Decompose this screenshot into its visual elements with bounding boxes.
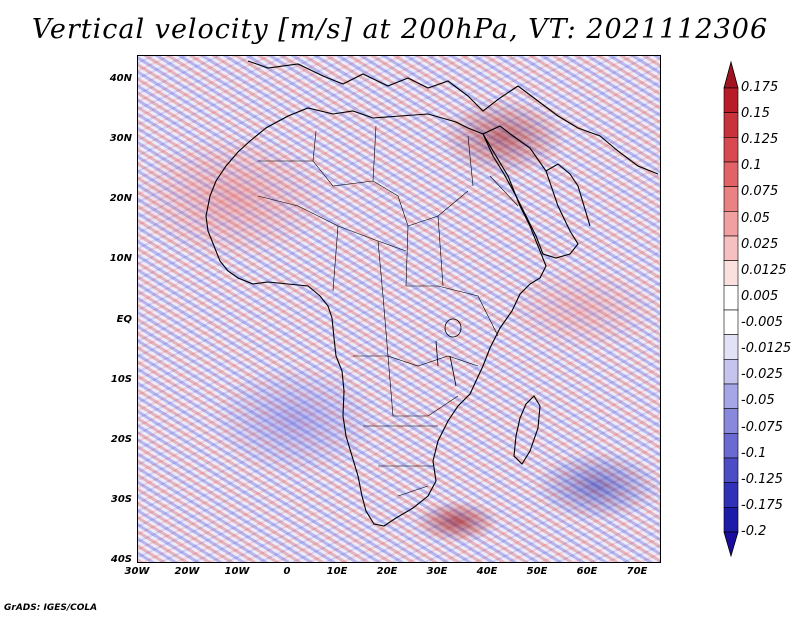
lakes [435, 318, 462, 387]
colorbar-level-label: -0.05 [741, 393, 775, 409]
colorbar-level-label: -0.1 [741, 445, 767, 461]
lon-tick-label: 0 [283, 566, 291, 577]
lon-tick-label: 30E [426, 566, 448, 577]
chart-title: Vertical velocity [m/s] at 200hPa, VT: 2… [31, 14, 769, 45]
colorbar-level-label: -0.005 [741, 315, 783, 331]
lon-tick-label: 20E [376, 566, 398, 577]
lat-tick-label: 40N [109, 73, 132, 84]
colorbar-level-label: -0.175 [741, 497, 783, 513]
lon-tick-label: 20W [174, 566, 200, 577]
colorbar-segment [723, 161, 739, 187]
colorbar-segment [723, 457, 739, 483]
colorbar-level-label: -0.2 [741, 524, 767, 539]
colorbar-segment [723, 433, 739, 459]
colorbar-segment [723, 112, 739, 138]
lat-tick-label: 20N [109, 193, 132, 205]
madagascar-coastline [513, 395, 541, 465]
coastlines [205, 60, 659, 527]
lon-tick-label: 50E [526, 566, 548, 577]
lat-tick-label: 40S [110, 554, 132, 565]
colorbar-segment [723, 507, 739, 533]
colorbar-segment [723, 260, 739, 286]
lon-tick-label: 30W [124, 566, 150, 577]
colorbar-level-label: 0.1 [741, 158, 762, 174]
lon-tick-label: 40E [476, 566, 498, 577]
colorbar-segment [723, 186, 739, 212]
colorbar-level-label: 0.075 [741, 184, 779, 200]
lon-tick-label: 70E [626, 566, 648, 577]
lon-tick-label: 10W [224, 566, 250, 577]
colorbar-segment [723, 359, 739, 385]
colorbar-level-label: -0.075 [741, 419, 783, 435]
lat-tick-label: 30S [110, 493, 132, 505]
asia-coastline [517, 85, 659, 175]
lat-tick-label: EQ [116, 313, 132, 325]
map-panel [137, 55, 661, 563]
colorbar-segment [723, 334, 739, 360]
colorbar-top-arrow [723, 60, 739, 89]
colorbar-segment [723, 482, 739, 508]
colorbar-segment [723, 408, 739, 434]
arabia-coastline [482, 125, 579, 259]
colorbar-segment [723, 235, 739, 261]
lat-tick-label: 30N [109, 133, 132, 145]
lon-tick-label: 60E [576, 566, 598, 577]
colorbar-level-label: 0.005 [741, 288, 779, 304]
borders [257, 125, 519, 497]
colorbar-level-label: 0.125 [741, 132, 779, 148]
colorbar-level-label: 0.025 [741, 236, 779, 252]
lat-tick-label: 10S [110, 373, 132, 385]
colorbar [723, 60, 739, 558]
lat-tick-label: 20S [110, 433, 132, 445]
lon-tick-label: 10E [326, 566, 348, 577]
africa-coastline [205, 107, 547, 527]
colorbar-level-label: -0.0125 [741, 341, 792, 357]
colorbar-segment [723, 285, 739, 311]
colorbar-level-label: 0.175 [741, 80, 779, 95]
colorbar-segment [723, 137, 739, 163]
colorbar-level-label: 0.15 [741, 106, 770, 122]
colorbar-bottom-arrow [723, 531, 739, 558]
gulf-coastline [545, 163, 591, 227]
europe-coastline [247, 60, 519, 112]
colorbar-segment [723, 211, 739, 237]
colorbar-level-label: 0.05 [741, 210, 770, 226]
colorbar-segment [723, 383, 739, 409]
colorbar-level-label: -0.025 [741, 367, 783, 383]
colorbar-level-label: -0.125 [741, 471, 783, 487]
credit-text: GrADS: IGES/COLA [4, 603, 98, 613]
map-overlay [205, 60, 659, 527]
colorbar-segment [723, 309, 739, 335]
lat-tick-label: 10N [109, 253, 132, 265]
colorbar-segment [723, 87, 739, 113]
colorbar-level-label: 0.0125 [741, 262, 787, 278]
